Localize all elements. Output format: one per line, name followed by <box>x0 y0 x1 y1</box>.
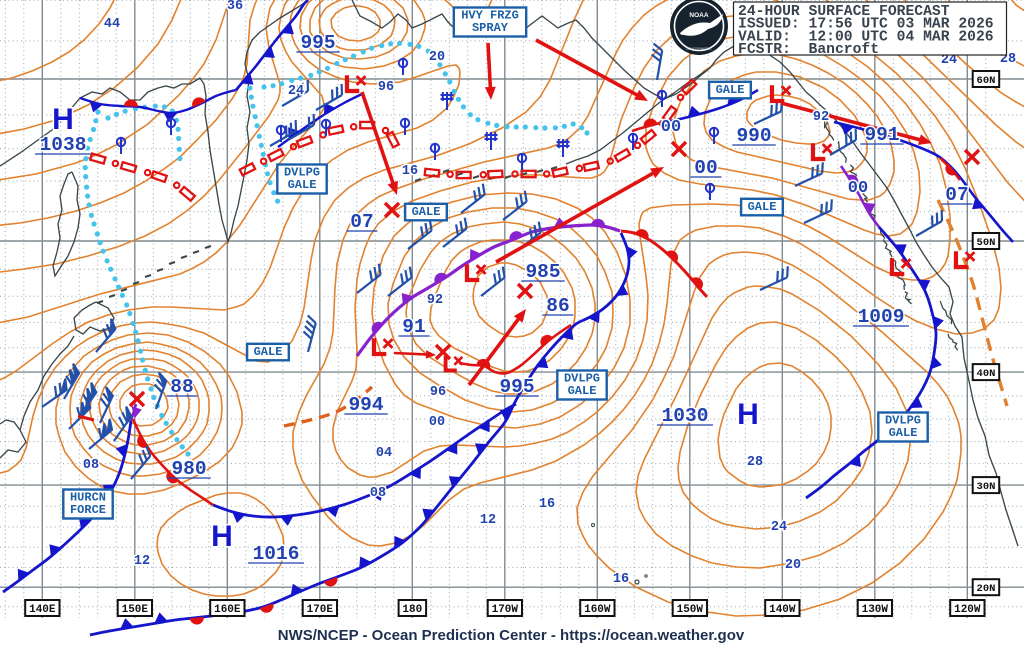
svg-text:985: 985 <box>525 261 560 283</box>
svg-text:60N: 60N <box>977 75 996 87</box>
svg-text:96: 96 <box>430 385 446 400</box>
svg-text:DVLPG: DVLPG <box>284 166 320 180</box>
svg-text:24: 24 <box>771 520 787 535</box>
svg-text:07: 07 <box>945 184 968 206</box>
svg-text:24: 24 <box>288 84 304 99</box>
svg-text:1016: 1016 <box>253 543 300 565</box>
svg-text:91: 91 <box>402 316 425 338</box>
svg-text:08: 08 <box>370 486 386 501</box>
svg-text:HURCN: HURCN <box>70 491 106 505</box>
svg-text:24-HOUR SURFACE FORECAST: 24-HOUR SURFACE FORECAST <box>738 4 950 20</box>
svg-text:150E: 150E <box>122 604 149 616</box>
svg-text:12: 12 <box>480 513 496 528</box>
svg-text:NWS/NCEP - Ocean Prediction Ce: NWS/NCEP - Ocean Prediction Center - htt… <box>278 627 745 644</box>
svg-text:00: 00 <box>429 415 445 430</box>
svg-text:FCSTR: Bancroft: FCSTR: Bancroft <box>738 42 879 58</box>
svg-text:ATMOSPHERIC: ATMOSPHERIC <box>686 47 712 51</box>
svg-text:NOAA: NOAA <box>689 12 708 19</box>
svg-text:180: 180 <box>402 604 422 616</box>
svg-text:130W: 130W <box>862 604 889 616</box>
svg-text:16: 16 <box>539 497 555 512</box>
svg-text:GALE: GALE <box>254 345 283 359</box>
svg-text:88: 88 <box>170 376 193 398</box>
svg-text:HVY FRZG: HVY FRZG <box>461 9 519 23</box>
svg-text:92: 92 <box>813 110 829 125</box>
svg-text:92: 92 <box>427 293 443 308</box>
svg-text:160E: 160E <box>214 604 241 616</box>
svg-text:GALE: GALE <box>568 384 597 398</box>
svg-text:990: 990 <box>736 125 771 147</box>
svg-text:96: 96 <box>378 80 394 95</box>
svg-text:GALE: GALE <box>748 200 777 214</box>
svg-text:GALE: GALE <box>716 83 745 97</box>
svg-text:170W: 170W <box>492 604 519 616</box>
svg-text:12: 12 <box>134 554 150 569</box>
svg-text:20: 20 <box>429 50 445 65</box>
svg-text:36: 36 <box>227 0 243 14</box>
svg-text:GALE: GALE <box>412 205 441 219</box>
svg-text:991: 991 <box>864 124 899 146</box>
svg-text:140W: 140W <box>769 604 796 616</box>
svg-text:04: 04 <box>376 446 392 461</box>
svg-text:140E: 140E <box>29 604 56 616</box>
svg-text:30N: 30N <box>977 481 996 493</box>
svg-text:GALE: GALE <box>288 178 317 192</box>
svg-text:1009: 1009 <box>858 306 905 328</box>
svg-text:16: 16 <box>402 164 418 179</box>
svg-text:H: H <box>737 398 759 431</box>
svg-text:995: 995 <box>499 376 534 398</box>
svg-text:08: 08 <box>83 458 99 473</box>
svg-text:40N: 40N <box>977 368 996 380</box>
svg-text:50N: 50N <box>977 237 996 249</box>
svg-text:DVLPG: DVLPG <box>885 414 921 428</box>
svg-text:86: 86 <box>546 295 569 317</box>
svg-text:120W: 120W <box>954 604 981 616</box>
svg-text:H: H <box>211 520 233 553</box>
svg-text:150W: 150W <box>677 604 704 616</box>
svg-text:170E: 170E <box>307 604 334 616</box>
svg-text:44: 44 <box>104 17 120 32</box>
svg-text:07: 07 <box>350 211 373 233</box>
svg-text:ISSUED: 17:56 UTC 03 MAR 2026: ISSUED: 17:56 UTC 03 MAR 2026 <box>738 17 994 33</box>
svg-text:994: 994 <box>348 394 383 416</box>
svg-text:SPRAY: SPRAY <box>472 21 509 35</box>
svg-text:1038: 1038 <box>40 134 87 156</box>
svg-text:FORCE: FORCE <box>70 503 106 517</box>
svg-text:20: 20 <box>785 558 801 573</box>
svg-text:20N: 20N <box>977 583 996 595</box>
svg-text:980: 980 <box>171 458 206 480</box>
svg-text:1030: 1030 <box>662 405 709 427</box>
svg-text:28: 28 <box>747 455 763 470</box>
svg-text:995: 995 <box>300 32 335 54</box>
svg-text:GALE: GALE <box>889 426 918 440</box>
svg-text:00: 00 <box>848 179 868 198</box>
svg-text:00: 00 <box>694 157 717 179</box>
svg-text:16: 16 <box>613 572 629 587</box>
svg-text:DVLPG: DVLPG <box>564 372 600 386</box>
svg-text:24: 24 <box>941 53 957 68</box>
svg-text:00: 00 <box>661 118 681 137</box>
svg-text:H: H <box>52 103 74 136</box>
svg-text:VALID: 12:00 UTC 04 MAR 2026: VALID: 12:00 UTC 04 MAR 2026 <box>738 29 994 45</box>
svg-text:160W: 160W <box>584 604 611 616</box>
